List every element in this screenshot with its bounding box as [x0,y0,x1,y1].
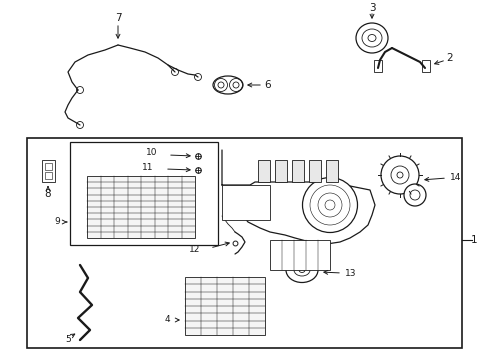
Bar [70,142,218,245]
Text: 7: 7 [115,13,121,23]
Text: 12: 12 [188,246,200,255]
Bar [308,160,320,182]
Bar [269,240,329,270]
Ellipse shape [302,177,357,233]
Bar [184,277,264,335]
Bar [325,160,337,182]
Text: 10: 10 [145,148,157,157]
Bar [291,160,304,182]
Bar [27,138,461,348]
Polygon shape [222,150,374,245]
Bar [421,60,429,72]
Bar [258,160,269,182]
Bar [42,160,55,182]
Text: 6: 6 [264,80,271,90]
Bar [373,60,381,72]
Text: 1: 1 [470,235,476,245]
Bar [222,185,269,220]
Bar [87,176,195,238]
Ellipse shape [403,184,425,206]
Ellipse shape [285,257,317,283]
Text: 2: 2 [446,53,452,63]
Text: 8: 8 [44,189,51,199]
Text: 9: 9 [54,217,60,226]
Text: 13: 13 [345,270,356,279]
Text: 3: 3 [368,3,375,13]
Ellipse shape [380,156,418,194]
Bar [45,172,52,179]
Bar [274,160,286,182]
Text: 5: 5 [65,336,71,345]
Text: 11: 11 [141,163,153,172]
Bar [45,163,52,170]
Text: 14: 14 [449,174,461,183]
Text: 4: 4 [164,315,170,324]
